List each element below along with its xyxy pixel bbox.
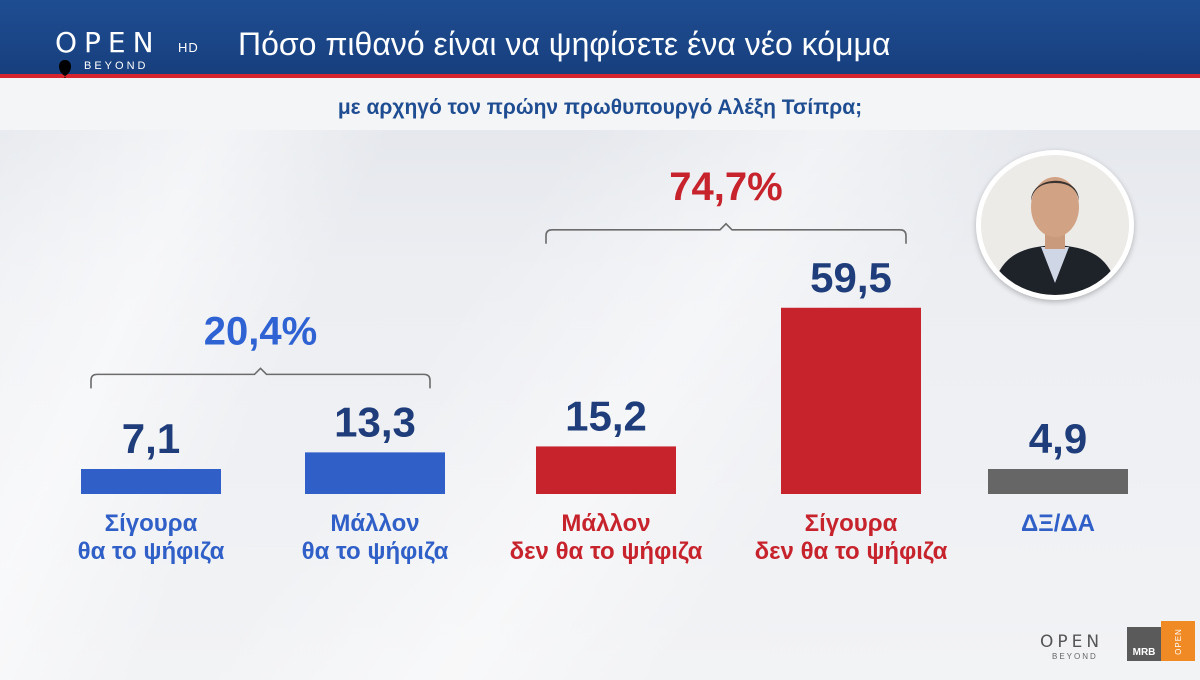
value-label-3: 59,5 xyxy=(810,254,892,301)
subtitle-bar xyxy=(0,78,1200,130)
category-label-line: δεν θα το ψήφιζα xyxy=(509,538,703,565)
channel-logo: OPEN xyxy=(55,26,161,59)
footer-channel-beyond: BEYOND xyxy=(1052,652,1098,661)
chart-title: Πόσο πιθανό είναι να ψηφίσετε ένα νέο κό… xyxy=(238,26,891,62)
bar-3 xyxy=(781,307,921,494)
group-total-label-1: 74,7% xyxy=(669,165,782,209)
person-photo-icon xyxy=(981,155,1129,295)
value-label-1: 13,3 xyxy=(334,398,416,445)
category-label-line: Μάλλον xyxy=(330,510,420,537)
bar-0 xyxy=(81,469,221,494)
category-label-line: θα το ψήφιζα xyxy=(77,538,225,565)
channel-logo-beyond: BEYOND xyxy=(84,60,149,72)
open-badge-text: OPEN xyxy=(1173,627,1183,655)
category-label-line: Μάλλον xyxy=(561,510,651,537)
channel-logo-hd: HD xyxy=(178,40,199,55)
category-label-line: ΔΞ/ΔΑ xyxy=(1021,510,1095,537)
category-label-0: Σίγουρα θα το ψήφιζα xyxy=(21,510,281,566)
bar-2 xyxy=(536,446,676,494)
value-label-4: 4,9 xyxy=(1029,415,1087,462)
category-label-line: Σίγουρα xyxy=(104,510,198,537)
bar-4 xyxy=(988,469,1128,494)
category-label-3: Σίγουρα δεν θα το ψήφιζα xyxy=(721,510,981,566)
category-label-1: Μάλλον θα το ψήφιζα xyxy=(245,510,505,566)
group-brace-0 xyxy=(90,367,431,389)
politician-portrait xyxy=(976,150,1134,300)
category-label-2: Μάλλον δεν θα το ψήφιζα xyxy=(476,510,736,566)
value-label-2: 15,2 xyxy=(565,392,647,439)
mrb-logo: MRB xyxy=(1127,627,1161,661)
bar-1 xyxy=(305,452,445,494)
category-label-line: δεν θα το ψήφιζα xyxy=(754,538,948,565)
category-label-4: ΔΞ/ΔΑ xyxy=(928,510,1188,538)
header-bar xyxy=(0,0,1200,78)
group-total-label-0: 20,4% xyxy=(204,309,317,353)
category-label-line: θα το ψήφιζα xyxy=(301,538,449,565)
group-brace-1 xyxy=(545,222,907,244)
value-label-0: 7,1 xyxy=(122,415,180,462)
open-badge-logo: OPEN xyxy=(1161,621,1195,661)
category-label-line: Σίγουρα xyxy=(804,510,898,537)
footer-channel-logo: OPEN xyxy=(1040,632,1104,652)
chart-subtitle: με αρχηγό τον πρώην πρωθυπουργό Αλέξη Τσ… xyxy=(337,96,863,119)
